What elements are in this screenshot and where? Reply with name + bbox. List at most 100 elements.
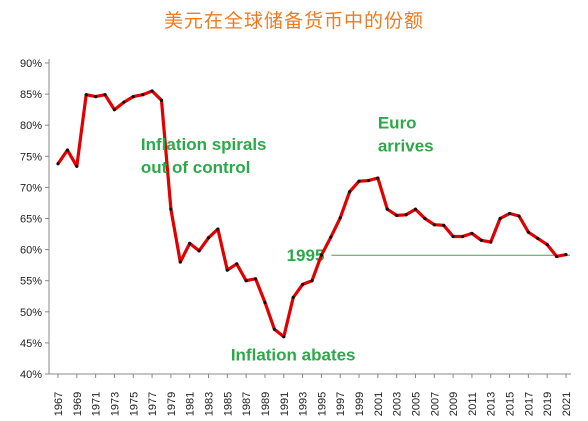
y-tick-label: 65% [20, 214, 42, 226]
x-tick-label: 1999 [354, 392, 366, 416]
data-point [329, 235, 333, 239]
x-tick-label: 1971 [91, 392, 103, 416]
data-point [536, 236, 540, 241]
x-tick-label: 1977 [147, 392, 159, 416]
x-tick-label: 1991 [279, 392, 291, 416]
y-tick-label: 45% [20, 338, 42, 350]
data-point [385, 207, 389, 211]
data-point [319, 253, 324, 257]
data-point [235, 262, 239, 266]
y-tick-label: 55% [20, 276, 42, 288]
data-point [131, 94, 135, 99]
data-point [554, 254, 559, 259]
x-tick-label: 2003 [392, 392, 404, 416]
y-tick-label: 40% [20, 369, 42, 381]
data-point [479, 238, 483, 242]
data-point [366, 178, 371, 183]
x-tick-label: 1985 [222, 392, 234, 416]
chart-title: 美元在全球储备货币中的份额 [163, 10, 424, 32]
x-tick-label: 1995 [316, 392, 328, 416]
data-point [470, 231, 474, 236]
x-axis: 1967 1969 1971 1973 1975 1977 1979 1981 1983 1985… [49, 373, 573, 416]
data-point [404, 213, 408, 217]
x-tick-label: 2021 [561, 392, 573, 416]
data-point [357, 179, 361, 183]
annotation-text: out of control [141, 158, 251, 177]
data-point [442, 223, 446, 227]
x-tick-label: 1979 [166, 392, 178, 416]
data-point [517, 214, 521, 218]
x-tick-label: 1981 [185, 392, 197, 416]
x-tick-label: 2011 [467, 392, 479, 416]
x-tick-label: 1973 [109, 392, 121, 416]
data-point [272, 327, 276, 331]
annotations: Inflation spirals out of control Euro arriv… [141, 113, 434, 364]
data-point [103, 93, 107, 97]
reference-line: 1995 [287, 246, 570, 265]
data-point [564, 252, 568, 257]
data-point [338, 216, 342, 220]
data-point [413, 207, 418, 211]
x-tick-label: 1975 [128, 392, 140, 416]
y-tick-label: 80% [20, 120, 42, 132]
x-tick-label: 2019 [542, 392, 554, 416]
annotation-text: Inflation abates [231, 345, 356, 364]
x-tick-label: 2001 [373, 392, 385, 416]
x-tick-label: 2015 [505, 392, 517, 416]
y-tick-label: 90% [20, 58, 42, 70]
data-point [451, 234, 455, 239]
data-point [150, 89, 154, 93]
x-tick-label: 2013 [486, 392, 498, 416]
x-tick-label: 1989 [260, 392, 272, 416]
data-point [141, 93, 145, 97]
series-usd-share [56, 89, 568, 339]
y-tick-label: 60% [20, 245, 42, 257]
data-point [423, 216, 427, 221]
x-tick-label: 1987 [241, 392, 253, 416]
reference-line-label: 1995 [287, 246, 325, 265]
data-point [376, 176, 380, 180]
y-tick-label: 75% [20, 151, 42, 163]
data-point [56, 162, 60, 166]
x-tick-label: 1993 [298, 392, 310, 416]
data-point [65, 148, 70, 152]
x-tick-label: 1983 [204, 392, 216, 416]
x-tick-label: 2017 [523, 392, 535, 416]
data-point [244, 279, 248, 283]
y-tick-label: 50% [20, 307, 42, 319]
data-point [178, 260, 182, 264]
data-point [122, 100, 126, 104]
data-point [206, 236, 211, 240]
data-point [291, 295, 295, 300]
data-point [507, 211, 512, 216]
y-tick-label: 85% [20, 89, 42, 101]
data-point [159, 98, 164, 102]
data-point [84, 93, 88, 97]
data-point [432, 223, 436, 227]
data-point [188, 241, 192, 245]
x-tick-label: 2005 [410, 392, 422, 416]
annotation-text: Inflation spirals [141, 135, 267, 154]
x-tick-label: 1969 [72, 392, 84, 416]
data-point [460, 234, 465, 239]
data-point [300, 282, 305, 287]
y-axis: 40% 45% 50% 55% 60% 65% 70% 75% 80% 85% 90% [20, 58, 50, 381]
data-point [526, 230, 530, 234]
data-point [348, 190, 352, 194]
data-point [310, 279, 314, 283]
x-tick-label: 1997 [335, 392, 347, 416]
series-line [56, 89, 567, 339]
x-tick-label: 2009 [448, 392, 460, 416]
data-point [94, 94, 98, 99]
data-point [225, 268, 229, 272]
x-tick-label: 2007 [429, 392, 441, 416]
y-tick-label: 70% [20, 182, 42, 194]
data-point [75, 164, 79, 168]
data-point [395, 213, 399, 217]
data-point [197, 249, 201, 253]
data-point [263, 300, 267, 305]
data-point [489, 240, 493, 244]
x-tick-label: 1967 [53, 392, 65, 416]
data-point [282, 335, 286, 339]
